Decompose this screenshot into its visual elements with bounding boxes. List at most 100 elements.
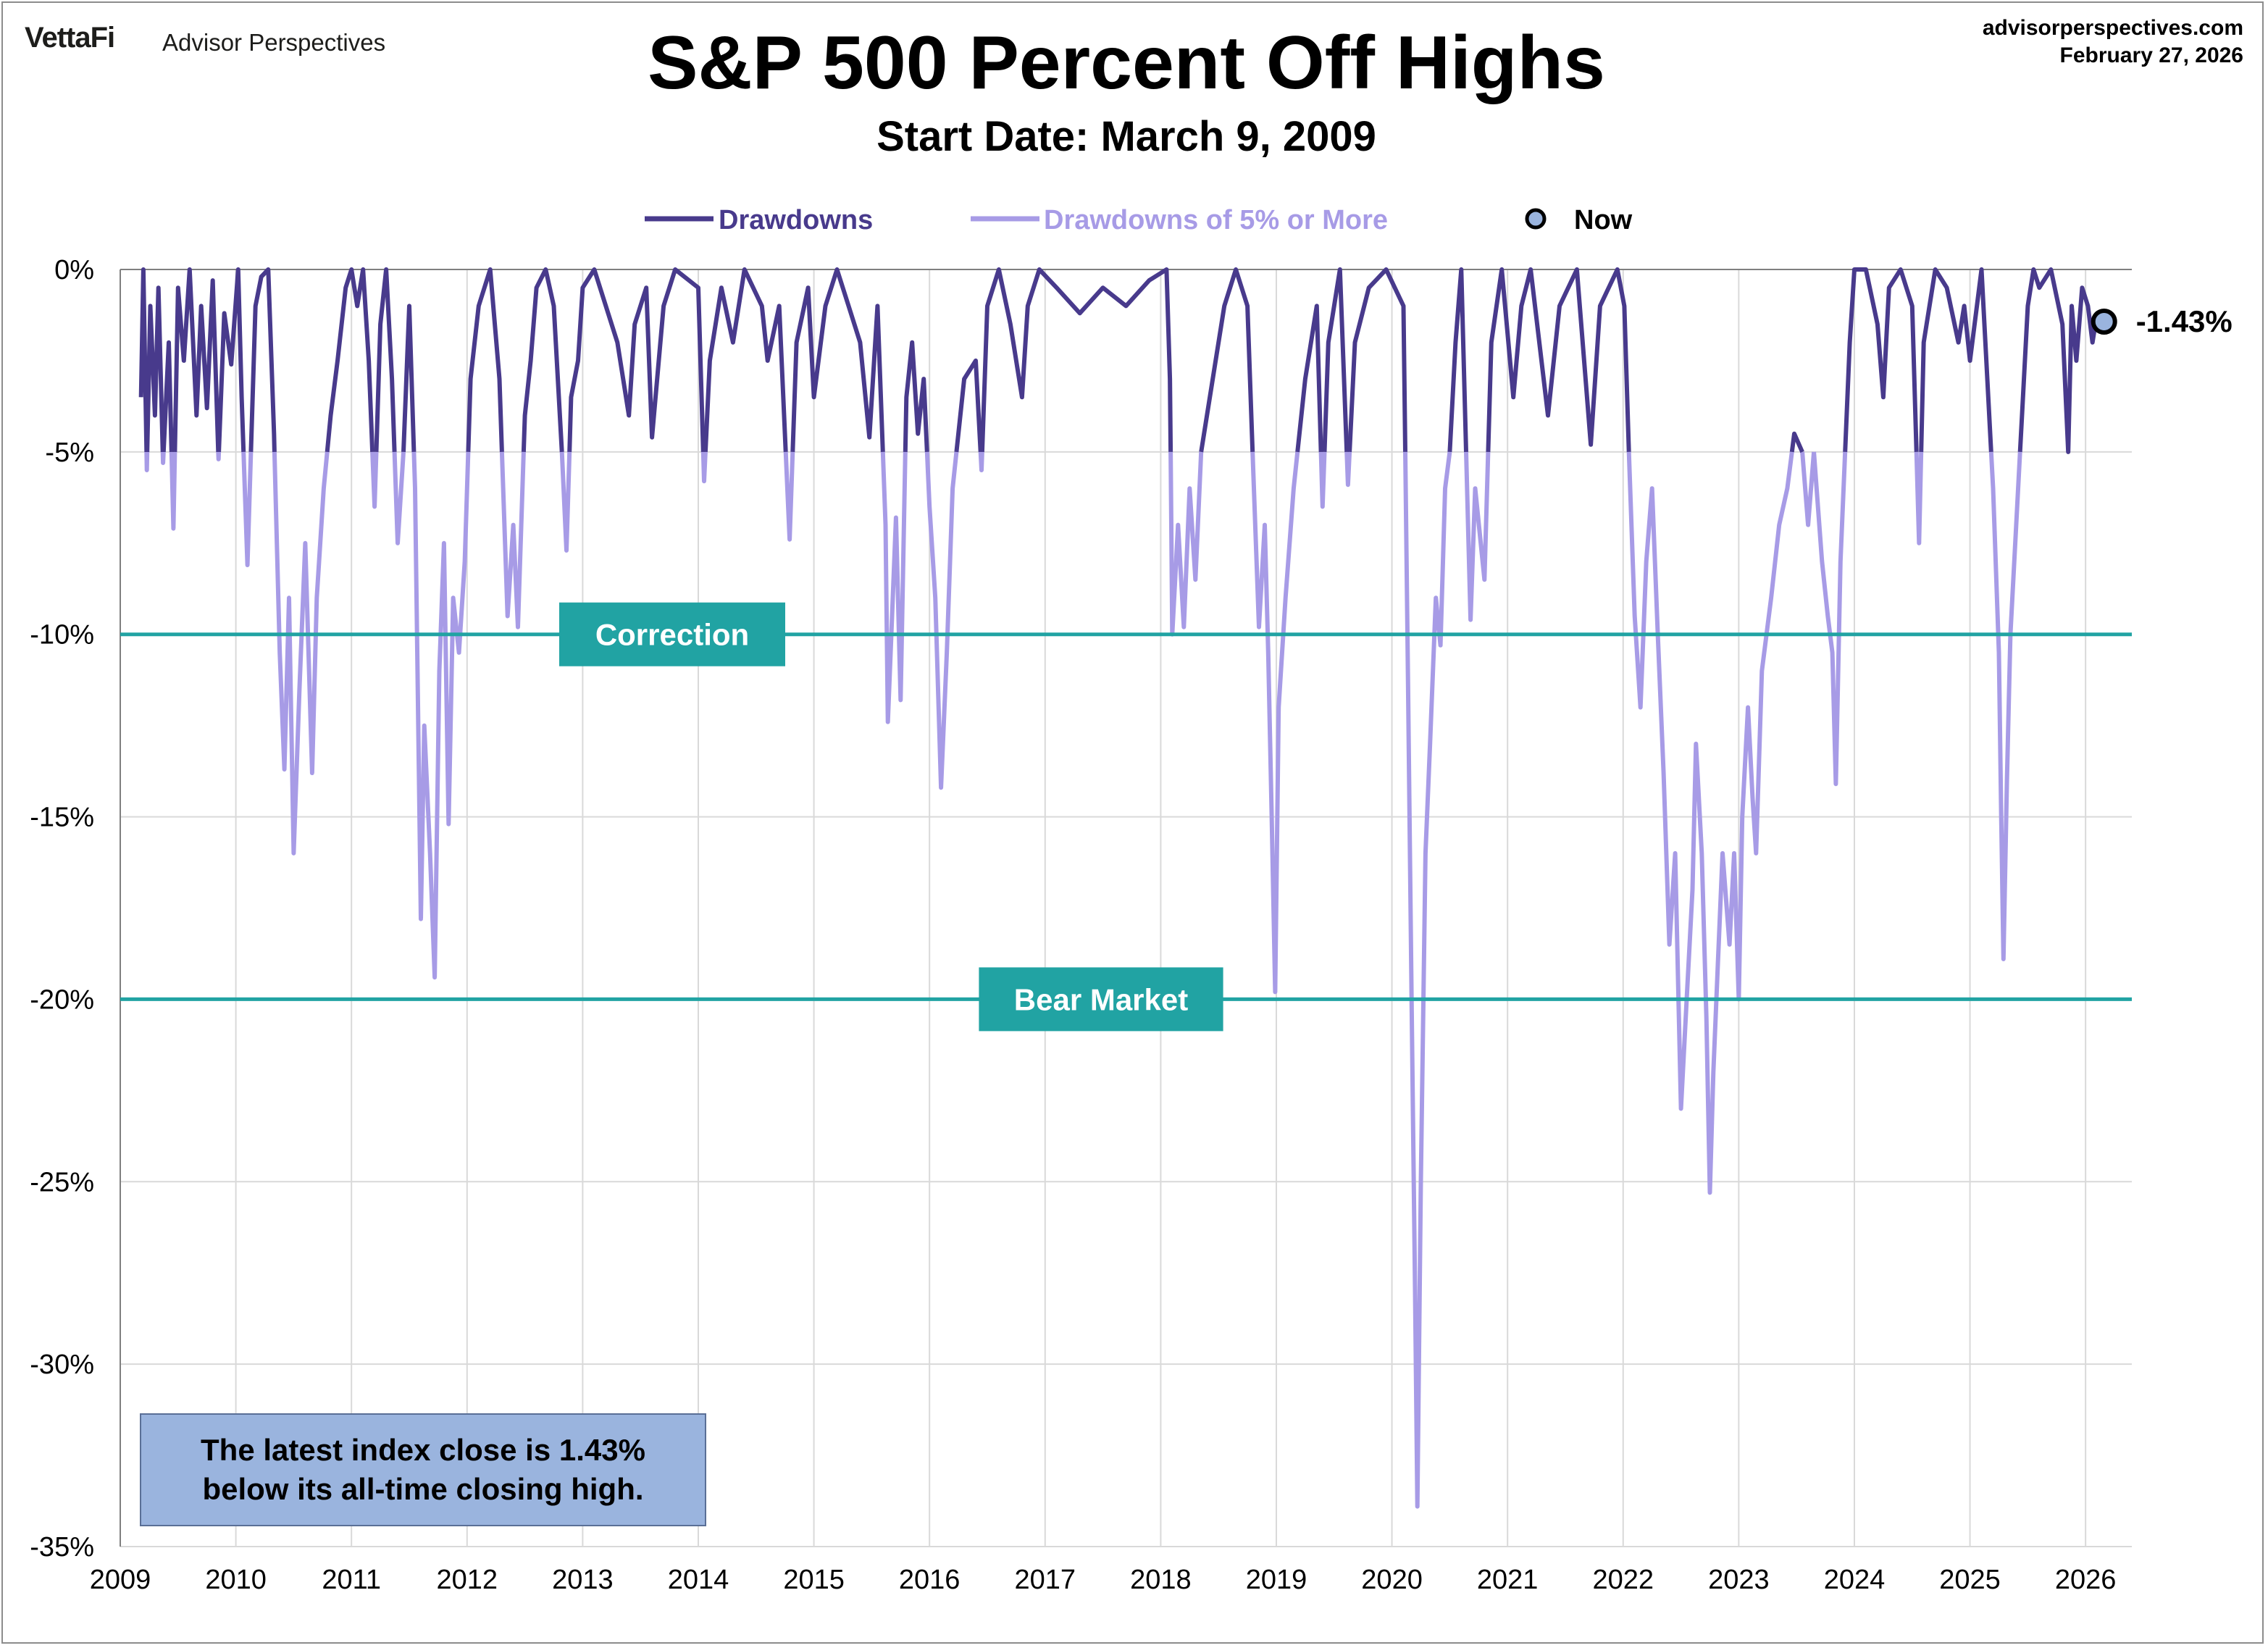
source-block: advisorperspectives.com February 27, 202… [1983,14,2243,70]
series-line-drawdowns-5pct [559,451,572,553]
chart-subtitle: Start Date: March 9, 2009 [876,113,1376,160]
source-date: February 27, 2026 [2059,43,2244,67]
series-line-drawdowns-5pct [392,451,406,545]
series-line-drawdowns-5pct [169,451,177,531]
series-line-drawdowns-5pct [700,451,708,484]
series-line-drawdowns [248,267,277,452]
series-line-drawdowns [2017,267,2106,454]
x-tick-label: 2017 [1015,1565,1076,1595]
series-line-drawdowns [567,267,706,452]
x-tick-label: 2019 [1246,1565,1307,1595]
legend-label-drawdowns: Drawdowns [719,205,873,235]
y-tick-label: -30% [30,1350,94,1380]
series-line-drawdowns-5pct [1800,451,1817,527]
latest-close-note: The latest index close is 1.43% below it… [140,1413,706,1526]
y-tick-label: -25% [30,1167,94,1197]
note-line-1: The latest index close is 1.43% [201,1433,645,1467]
series-line-drawdowns [172,267,221,452]
x-tick-label: 2023 [1708,1565,1770,1595]
reference-label-box [979,967,1223,1032]
series-line-drawdowns [790,267,885,453]
legend-label-now: Now [1574,205,1633,235]
series-line-drawdowns-5pct [216,451,222,461]
series-line-drawdowns [217,267,246,453]
series-line-drawdowns [145,285,165,452]
series-line-drawdowns [325,267,375,453]
x-tick-label: 2016 [899,1565,961,1595]
reference-label: Correction [595,618,749,652]
series-line-drawdowns-5pct [1403,451,1452,1509]
series-line-drawdowns-5pct [1318,451,1327,509]
advisor-perspectives-logo-text: Advisor Perspectives [162,29,386,56]
series-line-drawdowns [1789,431,1804,453]
x-tick-label: 2024 [1824,1565,1886,1595]
series-line-drawdowns [1919,267,1993,453]
series-line-drawdowns-5pct [160,451,166,465]
series-line-drawdowns-5pct [370,451,379,509]
y-tick-label: -10% [30,620,94,651]
legend-marker-now [1525,208,1547,230]
x-tick-label: 2025 [1939,1565,2001,1595]
series-line-drawdowns-5pct [1168,451,1204,637]
series-line-drawdowns [138,267,149,452]
series-line-drawdowns-5pct [1626,451,1794,1195]
y-tick-label: -5% [45,438,94,468]
legend-label-drawdowns-5pct: Drawdowns of 5% or More [1044,205,1388,235]
series-line-drawdowns [401,304,417,453]
note-line-2: below its all-time closing high. [202,1472,644,1506]
series-line-drawdowns [1347,267,1407,453]
x-tick-label: 2026 [2055,1565,2117,1595]
series-line-drawdowns-5pct [144,451,150,472]
series-line-drawdowns [1486,267,1631,452]
y-tick-label: 0% [54,255,94,285]
x-tick-label: 2012 [437,1565,498,1595]
series-line-drawdowns [1322,267,1349,453]
series-line-drawdowns-5pct [272,451,330,856]
series-line-drawdowns [703,267,788,453]
y-tick-label: -20% [30,984,94,1015]
series-line-drawdowns [1843,267,1919,453]
series-line-drawdowns [374,267,397,453]
series-line-drawdowns-5pct [1250,451,1300,995]
series-line-drawdowns-5pct [924,451,959,790]
series-line-drawdowns-5pct [1914,451,1924,545]
x-tick-label: 2020 [1361,1565,1423,1595]
x-tick-label: 2022 [1592,1565,1654,1595]
vettafi-logo: VettaFi [25,22,115,54]
now-marker [2091,309,2117,335]
y-tick-label: -35% [30,1532,94,1563]
source-url: advisorperspectives.com [1982,16,2243,40]
reference-label-box [559,602,785,666]
x-tick-label: 2013 [552,1565,614,1595]
chart-title: S&P 500 Percent Off Highs [648,21,1605,105]
x-tick-label: 2014 [668,1565,729,1595]
series-line-drawdowns-5pct [1812,451,1848,787]
y-tick-label: -15% [30,803,94,833]
series-line-drawdowns-5pct [241,451,254,567]
now-value-label: -1.43% [2136,304,2233,338]
x-tick-label: 2010 [205,1565,267,1595]
x-tick-label: 2009 [90,1565,151,1595]
series-line-drawdowns-5pct [499,451,526,629]
series-line-drawdowns [1199,267,1255,453]
series-line-drawdowns-5pct [783,451,795,542]
series-line-drawdowns [979,267,1173,453]
series-line-drawdowns-5pct [1344,451,1352,488]
series-line-drawdowns [1295,304,1323,453]
series-line-drawdowns [466,267,504,453]
series-line-drawdowns [161,340,174,453]
series-line-drawdowns [521,267,564,453]
x-tick-label: 2018 [1130,1565,1192,1595]
x-tick-label: 2011 [322,1565,381,1595]
series-line-drawdowns [954,358,983,453]
x-tick-label: 2021 [1477,1565,1539,1595]
reference-label: Bear Market [1014,982,1188,1016]
series-line-drawdowns-5pct [1988,451,2022,961]
x-tick-label: 2015 [783,1565,845,1595]
series-line-drawdowns-5pct [978,451,984,472]
series-line-drawdowns [1447,267,1468,453]
series-line-drawdowns-5pct [880,451,908,724]
series-line-drawdowns-5pct [1464,451,1491,622]
series-line-drawdowns [903,340,929,453]
